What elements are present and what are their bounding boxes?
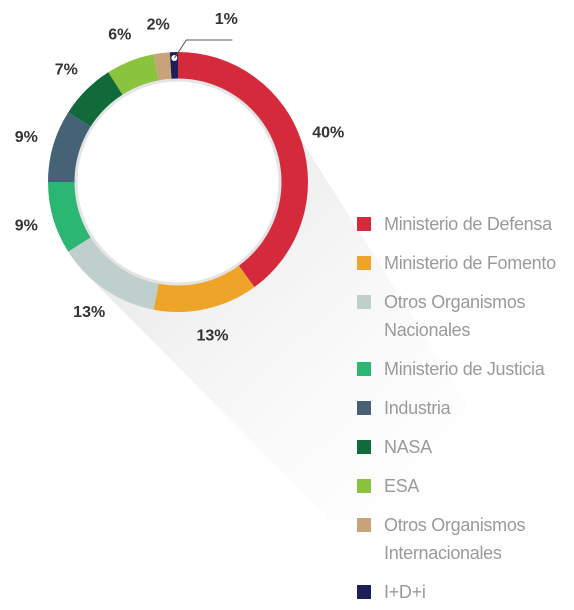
legend-label: Ministerio de Justicia	[384, 359, 545, 379]
legend-item: Otros Organismos Nacionales	[357, 288, 572, 344]
data-label: 1%	[215, 11, 238, 28]
legend-swatch	[357, 479, 371, 493]
donut-segment	[48, 181, 93, 252]
legend-label: I+D+i	[384, 582, 426, 602]
legend-item: Ministerio de Justicia	[357, 355, 572, 383]
data-label: 9%	[15, 129, 38, 146]
donut-segment	[68, 72, 124, 128]
data-label: 7%	[55, 61, 78, 78]
donut-segment	[153, 264, 255, 312]
legend-swatch	[357, 217, 371, 231]
legend-swatch	[357, 256, 371, 270]
donut-segment	[153, 52, 172, 82]
legend-swatch	[357, 295, 371, 309]
legend-swatch	[357, 518, 371, 532]
legend-label: ESA	[384, 476, 420, 496]
legend-swatch	[357, 585, 371, 599]
legend-swatch	[357, 440, 371, 454]
data-label: 40%	[312, 124, 344, 141]
donut-segment	[177, 52, 308, 288]
legend-item: Otros Organismos Internacionales	[357, 511, 572, 567]
data-label: 13%	[73, 304, 105, 321]
legend-item: NASA	[357, 433, 572, 461]
legend-label: Otros Organismos Internacionales	[384, 515, 526, 563]
legend: Ministerio de Defensa Ministerio de Fomen…	[357, 210, 572, 606]
legend-label: Ministerio de Defensa	[384, 214, 552, 234]
donut-segment	[108, 54, 160, 97]
donut-segment	[48, 112, 93, 183]
legend-item: Ministerio de Fomento	[357, 249, 572, 277]
legend-label: Industria	[384, 398, 451, 418]
legend-item: ESA	[357, 472, 572, 500]
leader-line	[173, 39, 233, 59]
legend-swatch	[357, 401, 371, 415]
legend-label: NASA	[384, 437, 432, 457]
legend-label: Ministerio de Fomento	[384, 253, 556, 273]
legend-swatch	[357, 362, 371, 376]
donut-segment	[68, 236, 160, 310]
inner-circle	[74, 78, 282, 286]
data-label: 13%	[196, 327, 228, 344]
data-label: 2%	[147, 16, 170, 33]
data-label: 6%	[108, 26, 131, 43]
data-label: 9%	[15, 217, 38, 234]
legend-item: I+D+i	[357, 578, 572, 606]
legend-label: Otros Organismos Nacionales	[384, 292, 526, 340]
legend-item: Industria	[357, 394, 572, 422]
legend-item: Ministerio de Defensa	[357, 210, 572, 238]
